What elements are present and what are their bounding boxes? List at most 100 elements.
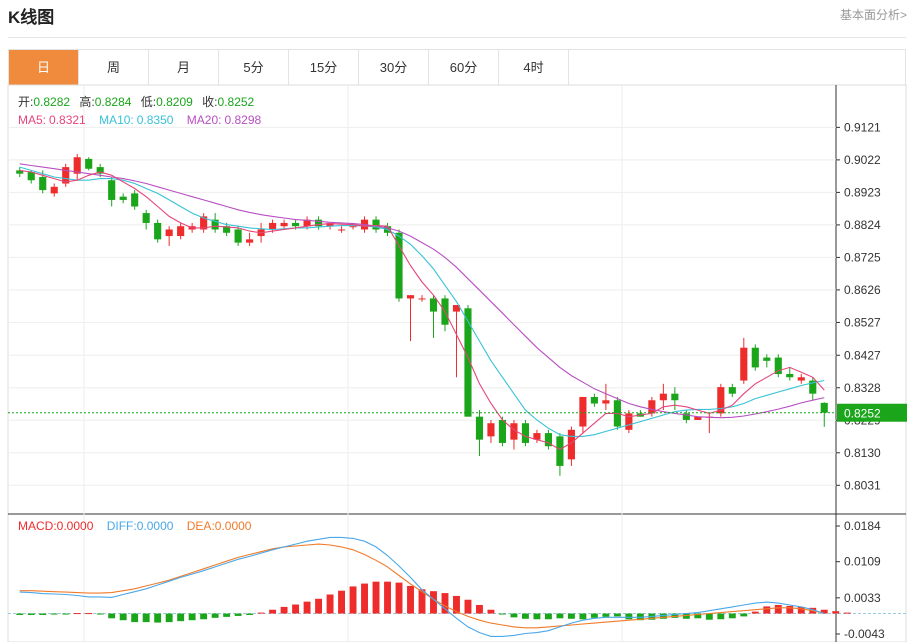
macd-bar-positive (384, 581, 391, 614)
macd-bar-negative (39, 613, 47, 615)
macd-bar-negative (27, 613, 35, 615)
macd-bar-positive (372, 581, 380, 614)
candle-down (556, 436, 564, 466)
candle-down (119, 196, 127, 200)
macd-bar-positive (832, 611, 840, 614)
price-tick-label: 0.8626 (844, 283, 881, 297)
macd-value: 0.0000 (57, 519, 94, 533)
macd-bar-positive (774, 604, 782, 614)
close-value: 0.8252 (218, 95, 255, 109)
candle-up (50, 186, 58, 194)
candle-down (682, 413, 690, 420)
ma5-line (19, 169, 825, 451)
candle-down (27, 172, 35, 181)
candle-up (452, 305, 461, 312)
candle-down (142, 213, 150, 223)
macd-bar-negative (62, 613, 70, 615)
macd-bar-negative (510, 613, 518, 618)
chart-frame (7, 84, 907, 642)
candle-up (602, 400, 610, 404)
period-tabs: 日 周 月 5分 15分 30分 60分 4时 (8, 49, 906, 85)
tab-week[interactable]: 周 (79, 50, 149, 85)
price-tick-label: 0.8130 (844, 446, 881, 460)
macd-bar-positive (292, 604, 300, 614)
macd-bar-negative (200, 613, 208, 620)
price-tick-label: 0.8427 (844, 348, 881, 362)
ma20-label: MA20: (187, 113, 222, 127)
price-tick-label: 0.8031 (844, 478, 881, 492)
macd-bar-negative (728, 613, 736, 619)
candle-down (671, 393, 679, 401)
macd-bar-positive (349, 586, 357, 614)
candle-down (315, 219, 323, 227)
macd-bar-negative (177, 613, 185, 622)
grid (8, 85, 836, 642)
price-tick-label: 0.8824 (844, 218, 881, 232)
macd-tick-label: -0.0043 (844, 627, 885, 641)
candle-down (372, 219, 380, 230)
macd-bar-positive (303, 601, 311, 614)
candle-up (303, 219, 311, 227)
macd-bar-negative (567, 613, 575, 619)
tab-15min[interactable]: 15分 (289, 50, 359, 85)
page-title: K线图 (8, 8, 55, 27)
tab-4hour[interactable]: 4时 (499, 50, 569, 85)
low-value: 0.8209 (156, 95, 193, 109)
candle-up (648, 400, 656, 414)
macd-bar-negative (521, 613, 529, 619)
tab-60min[interactable]: 60分 (429, 50, 499, 85)
candle-down (763, 357, 771, 361)
high-value: 0.8284 (95, 95, 132, 109)
macd-bar-positive (418, 589, 426, 614)
candle-down (292, 222, 300, 227)
price-axis: 0.9121 0.9022 0.8923 0.8824 0.8725 0.8626 0.85… (8, 120, 907, 492)
macd-bar-negative (16, 613, 24, 615)
macd-bar-positive (430, 591, 437, 614)
fundamental-analysis-link[interactable]: 基本面分析> (839, 8, 907, 22)
candle-up (579, 396, 587, 427)
candle-down (475, 416, 484, 440)
macd-bar-negative (717, 613, 725, 620)
candle-down (131, 193, 139, 207)
info-line: 开:0.8282 高:0.8284 低:0.8209 收:0.8252 (18, 94, 255, 109)
macd-bar-positive (797, 606, 805, 614)
tab-30min[interactable]: 30分 (359, 50, 429, 85)
tab-day[interactable]: 日 (9, 50, 79, 85)
macd-bar-positive (487, 609, 495, 614)
tab-5min[interactable]: 5分 (219, 50, 289, 85)
dea-label: DEA: (187, 519, 215, 533)
candles (16, 153, 828, 476)
candle-up (487, 423, 495, 437)
macd-bar-negative (705, 613, 713, 620)
macd-bar-negative (223, 613, 231, 617)
candle-down (429, 298, 438, 312)
macd-bar-negative (246, 613, 254, 615)
macd-bar-negative (590, 613, 598, 618)
macd-bar-negative (96, 613, 104, 615)
macd-bar-negative (50, 613, 58, 615)
candle-down (223, 226, 231, 233)
macd-bar-negative (682, 613, 690, 619)
ma5-value: 0.8321 (49, 113, 86, 127)
price-tick-label: 0.8328 (844, 381, 881, 395)
candle-down (16, 170, 24, 174)
macd-bar-negative (671, 613, 679, 618)
macd-bar-negative (579, 613, 587, 620)
candle-down (728, 387, 736, 394)
macd-bar-negative (613, 613, 621, 617)
candle-down (96, 167, 104, 174)
diff-value: 0.0000 (137, 519, 174, 533)
macd-axis: 0.0184 0.0109 0.0033 -0.0043 (836, 519, 885, 641)
ma-lines (19, 163, 825, 451)
ma20-line (19, 163, 825, 419)
macd-bar-negative (659, 613, 667, 619)
tab-month[interactable]: 月 (149, 50, 219, 85)
macd-bar-negative (602, 613, 610, 617)
candle-up (717, 387, 725, 414)
candle-up (349, 226, 357, 228)
candle-up (740, 347, 748, 381)
macd-bar-negative (119, 613, 127, 621)
current-price-label: 0.8252 (844, 407, 881, 421)
macd-bar-negative (211, 613, 219, 618)
